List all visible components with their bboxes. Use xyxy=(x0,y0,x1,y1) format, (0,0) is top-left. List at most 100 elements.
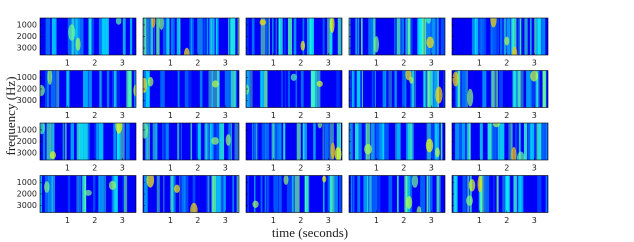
spectrogram-texture xyxy=(290,73,297,81)
spectrogram-texture xyxy=(296,123,301,160)
spectrogram-texture xyxy=(429,70,434,108)
spectrogram-texture xyxy=(372,175,377,213)
spectrogram-texture xyxy=(459,123,464,160)
spectrogram-texture xyxy=(238,123,239,160)
spectrogram-texture xyxy=(275,18,277,55)
spectrogram-texture xyxy=(462,175,467,213)
spectrogram-texture xyxy=(82,175,87,213)
spectrogram-texture xyxy=(287,70,291,108)
spectrogram-texture xyxy=(216,175,221,213)
spectrogram-texture xyxy=(329,18,335,34)
spectrogram-texture xyxy=(323,175,325,213)
spectrogram-texture xyxy=(329,175,335,213)
spectrogram-texture xyxy=(530,70,539,82)
spectrogram-texture xyxy=(293,18,297,55)
spectrogram-texture xyxy=(108,180,117,191)
spectrogram-texture xyxy=(152,123,158,160)
spectrogram-texture xyxy=(491,70,495,108)
spectrogram-texture xyxy=(499,18,503,55)
spectrogram-texture xyxy=(197,123,200,160)
spectrogram-texture xyxy=(143,175,148,213)
spectrogram-texture xyxy=(468,179,476,192)
spectrogram-texture xyxy=(455,123,460,160)
spectrogram-texture xyxy=(284,70,287,108)
spectrogram-texture xyxy=(146,70,150,108)
x-tick-label: 1 xyxy=(477,59,482,68)
x-tick-label: 2 xyxy=(195,59,200,68)
spectrogram-panel xyxy=(452,70,548,108)
spectrogram-texture xyxy=(535,70,539,108)
spectrogram-texture xyxy=(513,175,517,213)
spectrogram-texture xyxy=(189,18,195,55)
x-tick-label: 3 xyxy=(532,59,537,68)
spectrogram-panel xyxy=(40,18,136,55)
spectrogram-texture xyxy=(527,123,532,160)
spectrogram-panel xyxy=(143,70,239,108)
spectrogram-texture xyxy=(465,70,469,108)
spectrogram-texture xyxy=(396,123,401,160)
spectrogram-texture xyxy=(479,175,483,213)
spectrogram-texture xyxy=(206,18,209,55)
spectrogram-texture xyxy=(336,70,340,108)
spectrogram-texture xyxy=(129,18,133,55)
spectrogram-texture xyxy=(254,175,256,213)
spectrogram-texture xyxy=(410,70,413,108)
spectrogram-texture xyxy=(356,18,358,55)
spectrogram-texture xyxy=(311,18,315,55)
spectrogram-texture xyxy=(504,36,510,46)
x-tick-label: 2 xyxy=(298,216,303,225)
spectrogram-texture xyxy=(322,175,327,183)
x-tick-label: 1 xyxy=(374,216,379,225)
spectrogram-texture xyxy=(115,18,122,25)
spectrogram-texture xyxy=(234,70,236,108)
spectrogram-texture xyxy=(499,123,505,160)
spectrogram-texture xyxy=(84,189,92,196)
spectrogram-texture xyxy=(156,18,160,55)
spectrogram-texture xyxy=(102,175,107,213)
x-tick-label: 1 xyxy=(168,111,173,120)
y-tick-label: 3000 xyxy=(17,96,37,105)
spectrogram-texture xyxy=(455,175,458,213)
spectrogram-texture xyxy=(484,175,490,213)
spectrogram-texture xyxy=(99,70,103,108)
spectrogram-texture xyxy=(382,123,385,160)
spectrogram-texture xyxy=(357,175,361,213)
x-tick-label: 3 xyxy=(326,216,331,225)
spectrogram-texture xyxy=(329,123,334,160)
spectrogram-texture xyxy=(530,123,535,160)
spectrogram-texture xyxy=(165,18,169,55)
y-tick-label: 1000 xyxy=(17,73,37,82)
spectrogram-texture xyxy=(511,146,517,160)
x-tick-label: 2 xyxy=(401,164,406,173)
spectrogram-texture xyxy=(211,137,219,145)
spectrogram-texture xyxy=(437,18,439,55)
x-tick-label: 1 xyxy=(65,111,70,120)
spectrogram-texture xyxy=(98,18,103,55)
spectrogram-texture xyxy=(198,123,202,160)
spectrogram-texture xyxy=(96,123,99,160)
spectrogram-texture xyxy=(303,123,307,160)
spectrogram-texture xyxy=(356,70,361,108)
spectrogram-texture xyxy=(143,77,148,93)
spectrogram-texture xyxy=(350,123,354,160)
spectrogram-texture xyxy=(166,18,170,55)
spectrogram-texture xyxy=(84,123,86,160)
spectrogram-texture xyxy=(373,36,380,53)
spectrogram-panel xyxy=(40,70,136,108)
spectrogram-texture xyxy=(497,18,499,55)
spectrogram-panel xyxy=(452,18,548,55)
spectrogram-panel xyxy=(143,123,239,160)
spectrogram-texture xyxy=(232,175,235,213)
spectrogram-texture xyxy=(469,175,472,213)
spectrogram-texture xyxy=(228,70,233,108)
spectrogram-texture xyxy=(278,18,283,55)
spectrogram-background xyxy=(143,70,239,108)
spectrogram-texture xyxy=(177,70,180,108)
spectrogram-texture xyxy=(268,18,270,55)
spectrogram-texture xyxy=(436,175,440,213)
spectrogram-texture xyxy=(462,123,466,160)
spectrogram-texture xyxy=(411,175,419,188)
spectrogram-texture xyxy=(283,175,289,185)
spectrogram-texture xyxy=(541,123,545,160)
spectrogram-texture xyxy=(479,123,483,160)
